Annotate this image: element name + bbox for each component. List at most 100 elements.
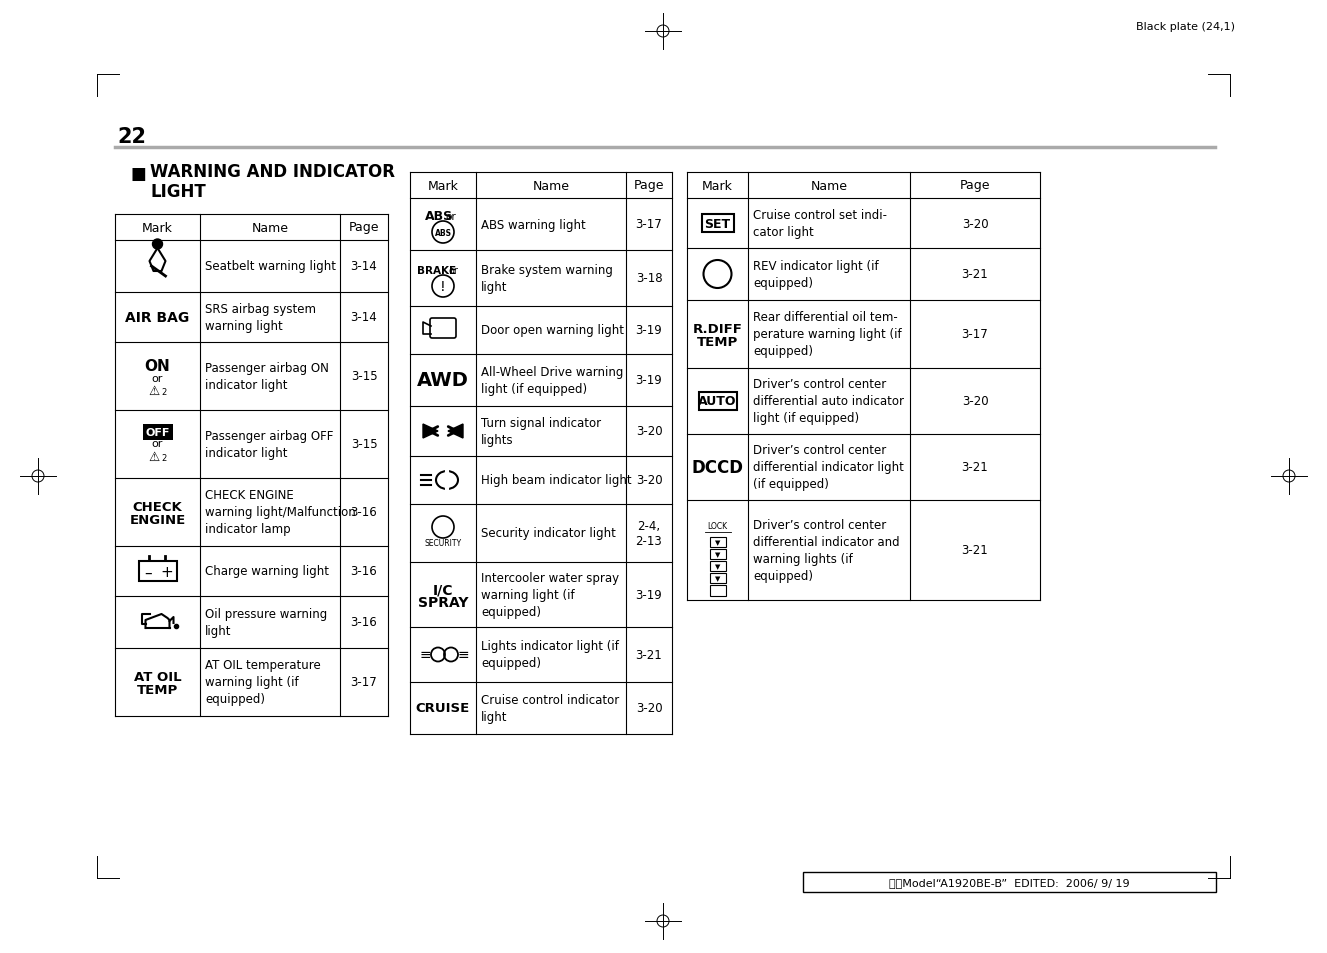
Text: –: – [145,565,153,579]
Text: 2-4,
2-13: 2-4, 2-13 [636,519,662,547]
Text: ⚠: ⚠ [149,384,161,397]
Text: 3-21: 3-21 [962,544,989,557]
Text: Charge warning light: Charge warning light [204,565,329,578]
Text: 2: 2 [162,388,167,397]
Text: or: or [151,374,163,384]
Text: CHECK: CHECK [133,501,182,514]
FancyBboxPatch shape [430,318,456,338]
Text: 22: 22 [117,127,146,147]
Text: ▼: ▼ [715,552,721,558]
Text: Door open warning light: Door open warning light [480,324,624,337]
Text: 3-16: 3-16 [350,616,377,629]
FancyBboxPatch shape [702,214,734,233]
Text: All-Wheel Drive warning
light (if equipped): All-Wheel Drive warning light (if equipp… [480,366,624,395]
Text: ENGINE: ENGINE [129,514,186,527]
Text: Page: Page [959,179,990,193]
Text: Lights indicator light (if
equipped): Lights indicator light (if equipped) [480,639,618,670]
Text: or: or [446,212,456,222]
Text: 3-20: 3-20 [636,701,662,715]
Text: Passenger airbag ON
indicator light: Passenger airbag ON indicator light [204,361,329,392]
Text: 3-19: 3-19 [636,375,662,387]
Text: 3-15: 3-15 [350,438,377,451]
Text: 3-14: 3-14 [350,260,377,274]
Text: ≡: ≡ [458,648,468,661]
Text: SECURITY: SECURITY [425,539,462,548]
Text: SPRAY: SPRAY [418,596,468,610]
Text: CHECK ENGINE
warning light/Malfunction
indicator lamp: CHECK ENGINE warning light/Malfunction i… [204,489,356,536]
FancyBboxPatch shape [142,424,173,440]
Text: AIR BAG: AIR BAG [125,311,190,325]
Text: 北米Model“A1920BE-B”  EDITED:  2006/ 9/ 19: 北米Model“A1920BE-B” EDITED: 2006/ 9/ 19 [889,877,1129,887]
Text: ⚠: ⚠ [149,450,161,463]
FancyBboxPatch shape [710,585,726,596]
Text: 3-21: 3-21 [962,461,989,474]
Text: Page: Page [634,179,665,193]
Text: SRS airbag system
warning light: SRS airbag system warning light [204,303,316,333]
Text: 3-15: 3-15 [350,370,377,383]
Text: Rear differential oil tem-
perature warning light (if
equipped): Rear differential oil tem- perature warn… [752,312,901,358]
Text: LOCK: LOCK [707,522,727,531]
Text: 3-20: 3-20 [636,474,662,487]
Text: Black plate (24,1): Black plate (24,1) [1136,22,1235,32]
Text: +: + [161,565,173,579]
Text: OFF: OFF [146,428,170,437]
Text: Driver’s control center
differential indicator and
warning lights (if
equipped): Driver’s control center differential ind… [752,518,900,582]
Text: Page: Page [349,221,380,234]
Text: LIGHT: LIGHT [150,183,206,201]
Text: ▼: ▼ [715,539,721,545]
Text: Name: Name [252,221,288,234]
Text: TEMP: TEMP [137,684,178,697]
Polygon shape [449,424,463,438]
Text: Name: Name [811,179,848,193]
Text: AUTO: AUTO [698,395,736,408]
Text: 3-18: 3-18 [636,273,662,285]
Text: 3-20: 3-20 [636,425,662,438]
Text: Oil pressure warning
light: Oil pressure warning light [204,607,328,638]
FancyBboxPatch shape [803,872,1216,892]
Circle shape [153,240,162,250]
Text: ABS warning light: ABS warning light [480,218,585,232]
Text: ≡: ≡ [419,648,431,661]
Text: REV indicator light (if
equipped): REV indicator light (if equipped) [752,260,878,290]
Text: Cruise control indicator
light: Cruise control indicator light [480,693,620,723]
FancyBboxPatch shape [710,537,726,547]
Text: BRAKE: BRAKE [418,266,456,275]
Text: 3-17: 3-17 [350,676,377,689]
Text: ■: ■ [131,165,147,183]
Text: Driver’s control center
differential auto indicator
light (if equipped): Driver’s control center differential aut… [752,378,904,425]
Text: 2: 2 [162,454,167,463]
Text: ▼: ▼ [715,563,721,569]
Text: Turn signal indicator
lights: Turn signal indicator lights [480,416,601,447]
Text: Cruise control set indi-
cator light: Cruise control set indi- cator light [752,209,886,239]
Text: or: or [449,266,458,275]
Text: Mark: Mark [142,221,173,234]
Text: Passenger airbag OFF
indicator light: Passenger airbag OFF indicator light [204,430,333,459]
Text: 3-19: 3-19 [636,324,662,337]
Text: AT OIL temperature
warning light (if
equipped): AT OIL temperature warning light (if equ… [204,659,321,706]
Text: 3-17: 3-17 [962,328,989,341]
Text: or: or [151,438,163,449]
Text: ABS: ABS [434,229,451,237]
Text: 3-16: 3-16 [350,565,377,578]
Text: 3-16: 3-16 [350,506,377,519]
Text: Driver’s control center
differential indicator light
(if equipped): Driver’s control center differential ind… [752,444,904,491]
Text: Brake system warning
light: Brake system warning light [480,264,613,294]
Text: Mark: Mark [702,179,733,193]
Text: SET: SET [705,217,731,231]
Text: Security indicator light: Security indicator light [480,527,616,540]
Text: WARNING AND INDICATOR: WARNING AND INDICATOR [150,163,395,181]
Text: 3-14: 3-14 [350,312,377,324]
Text: High beam indicator light: High beam indicator light [480,474,632,487]
Text: ▼: ▼ [715,576,721,581]
Text: 3-21: 3-21 [636,648,662,661]
Text: R.DIFF: R.DIFF [693,323,742,336]
Text: AWD: AWD [417,371,468,390]
Text: ABS: ABS [425,211,453,223]
Text: 3-19: 3-19 [636,588,662,601]
Text: Mark: Mark [427,179,458,193]
Text: 3-21: 3-21 [962,268,989,281]
Text: 3-20: 3-20 [962,395,989,408]
Text: CRUISE: CRUISE [415,701,470,715]
Text: 3-20: 3-20 [962,217,989,231]
Text: 3-17: 3-17 [636,218,662,232]
